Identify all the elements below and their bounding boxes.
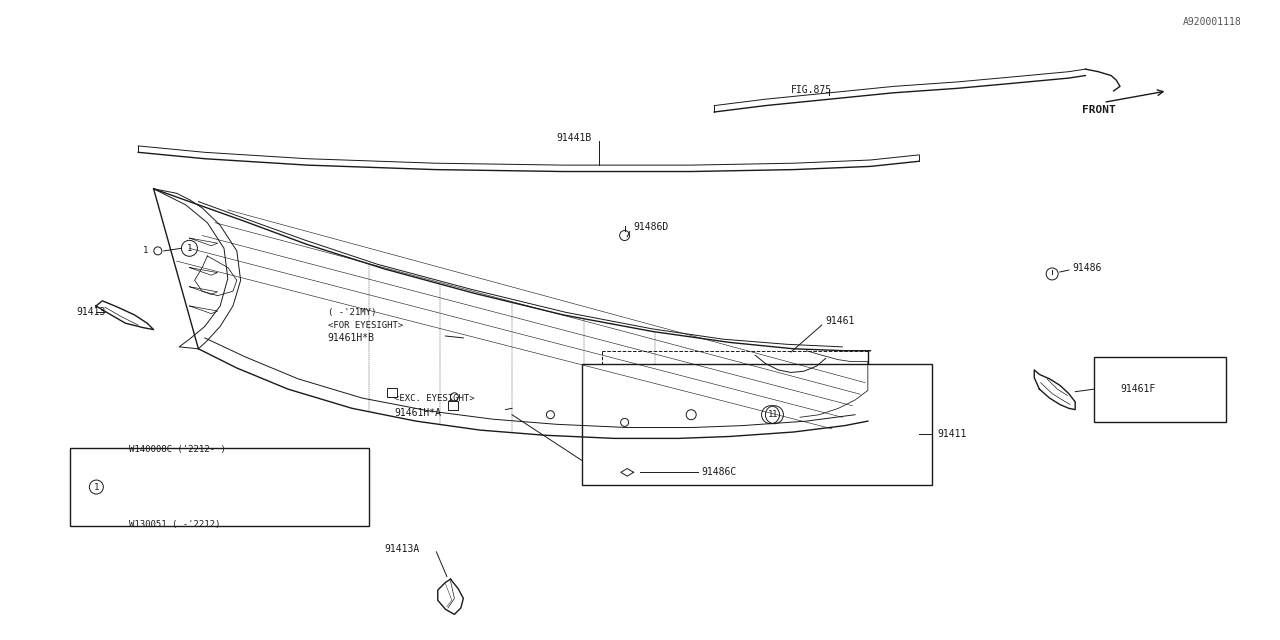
Text: ( -'21MY): ( -'21MY): [328, 308, 376, 317]
Text: W130051 ( -'2212): W130051 ( -'2212): [129, 520, 220, 529]
Text: 1: 1: [772, 410, 777, 419]
Polygon shape: [1034, 370, 1075, 410]
Text: 1: 1: [768, 410, 773, 419]
Text: 91486C: 91486C: [701, 467, 737, 477]
Text: <FOR EYESIGHT>: <FOR EYESIGHT>: [328, 321, 403, 330]
Text: 1: 1: [143, 246, 148, 255]
Bar: [387, 388, 397, 397]
Text: 91441B: 91441B: [557, 132, 593, 143]
Bar: [582, 364, 932, 485]
Text: 91461H*A: 91461H*A: [394, 408, 442, 418]
Bar: [70, 448, 369, 526]
Bar: [448, 401, 458, 410]
Text: <EXC. EYESIGHT>: <EXC. EYESIGHT>: [394, 394, 475, 403]
Text: 91461H*B: 91461H*B: [328, 333, 375, 343]
Polygon shape: [154, 189, 241, 349]
Text: 91461: 91461: [826, 316, 855, 326]
Text: A920001118: A920001118: [1183, 17, 1242, 28]
Text: 1: 1: [187, 244, 192, 253]
Text: 91413A: 91413A: [384, 544, 420, 554]
Polygon shape: [96, 301, 154, 330]
Text: 91486D: 91486D: [634, 222, 669, 232]
Text: 91413: 91413: [77, 307, 106, 317]
Text: 91486: 91486: [1073, 262, 1102, 273]
Text: FIG.875: FIG.875: [791, 84, 832, 95]
Bar: [1094, 357, 1226, 422]
Text: 91411: 91411: [937, 429, 966, 439]
Text: W140008C ('2212- ): W140008C ('2212- ): [129, 445, 225, 454]
Text: 1: 1: [93, 483, 99, 492]
Text: 91461F: 91461F: [1120, 384, 1156, 394]
Text: FRONT: FRONT: [1082, 105, 1115, 115]
Polygon shape: [438, 579, 463, 614]
